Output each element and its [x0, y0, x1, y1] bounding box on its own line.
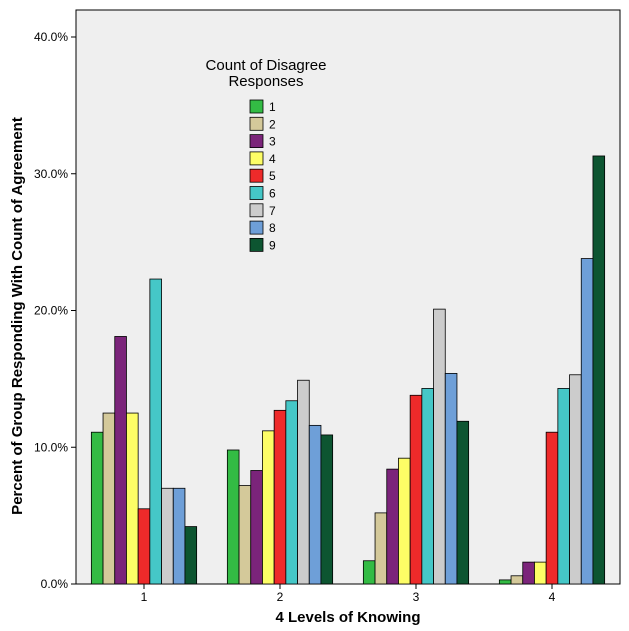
y-tick-label: 20.0%	[34, 304, 68, 318]
bar	[172, 487, 186, 585]
bar	[545, 431, 559, 585]
legend-label: 1	[269, 100, 276, 114]
bar	[137, 508, 151, 585]
bar	[456, 420, 470, 585]
bars	[90, 155, 606, 585]
legend-label: 4	[269, 152, 276, 166]
legend-swatch	[249, 220, 264, 235]
legend-label: 6	[269, 187, 276, 201]
bar	[510, 575, 524, 585]
bar	[421, 388, 434, 585]
y-tick-label: 10.0%	[34, 440, 68, 454]
bar	[114, 336, 127, 585]
bar	[534, 561, 547, 585]
legend-label: 9	[269, 238, 276, 252]
bar	[409, 394, 423, 585]
legend-label: 5	[269, 169, 276, 183]
legend-title: Count of Disagree	[206, 57, 327, 74]
legend-swatch	[249, 116, 264, 131]
bar	[250, 470, 263, 585]
y-tick-label: 30.0%	[34, 167, 68, 181]
x-tick-label: 1	[141, 590, 148, 604]
bar	[285, 400, 298, 585]
legend-swatch	[249, 168, 264, 183]
bar	[444, 372, 458, 585]
bar	[226, 449, 240, 585]
bar	[308, 424, 322, 585]
bar	[320, 434, 334, 585]
bar	[592, 155, 606, 585]
y-axis: 0.0% 10.0% 20.0% 30.0% 40.0%	[34, 30, 76, 591]
legend-swatch	[249, 237, 264, 252]
legend-label: 7	[269, 204, 276, 218]
legend-swatch	[249, 134, 264, 149]
legend-swatch	[249, 186, 264, 200]
x-tick-label: 2	[277, 590, 284, 604]
bar	[238, 485, 252, 585]
bar	[498, 579, 512, 585]
legend-swatch	[249, 99, 264, 114]
y-tick-label: 0.0%	[41, 577, 69, 591]
bar	[90, 431, 104, 585]
x-tick-label: 4	[549, 590, 556, 604]
bar	[557, 388, 570, 585]
bar	[184, 526, 198, 585]
x-axis: 1 2 3 4	[141, 584, 556, 604]
x-axis-title: 4 Levels of Knowing	[275, 609, 420, 626]
x-tick-label: 3	[413, 590, 420, 604]
y-axis-title: Percent of Group Responding With Count o…	[9, 117, 26, 515]
bar	[262, 430, 275, 585]
legend-swatch	[249, 151, 264, 166]
bar	[580, 258, 594, 585]
bar	[433, 308, 446, 585]
legend-label: 3	[269, 135, 276, 149]
bar	[102, 412, 116, 585]
legend-title: Responses	[228, 73, 303, 90]
bar	[297, 379, 310, 585]
bar	[273, 409, 287, 585]
bar	[161, 487, 174, 585]
bar	[362, 560, 376, 585]
bar	[569, 374, 582, 585]
legend-swatch	[249, 203, 264, 218]
bar	[386, 468, 399, 585]
y-tick-label: 40.0%	[34, 30, 68, 44]
bar	[149, 278, 162, 585]
bar	[398, 457, 411, 585]
legend-label: 8	[269, 221, 276, 235]
bar	[126, 412, 139, 585]
bar	[374, 512, 388, 585]
bar	[522, 561, 535, 585]
legend-label: 2	[269, 117, 276, 131]
